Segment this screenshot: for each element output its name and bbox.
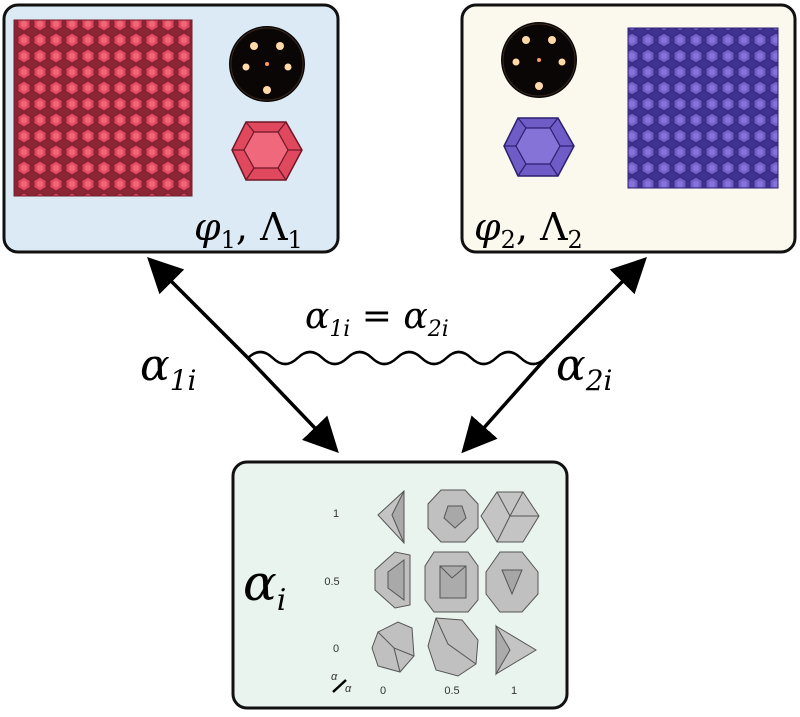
shape-cube [480, 491, 540, 543]
red-crystal-render [13, 19, 193, 197]
right-panel-label: φ2, Λ2 [474, 205, 583, 254]
shape-tetrahedron [377, 489, 405, 545]
arrow-to-bottom-from-left [246, 356, 339, 454]
right-diffraction-pattern [501, 22, 577, 98]
wavy-constraint-line [247, 350, 547, 366]
arrow-to-bottom-from-right [461, 356, 548, 454]
bottom-panel: αi 1 0.5 0 0 0.5 1 α α [231, 460, 569, 710]
shape-cuboctahedron [424, 551, 479, 613]
shape-truncated-octahedron-mid [485, 551, 539, 613]
arrow-to-right-panel [544, 257, 647, 360]
left-arrow-label: α1i [140, 340, 197, 397]
svg-text:α: α [331, 671, 338, 683]
red-polyhedron [231, 121, 303, 181]
axis-corner-label: α α [331, 671, 352, 695]
left-panel-label: φ1, Λ1 [194, 205, 303, 254]
shape-truncated-octahedron-top [427, 489, 479, 543]
y-tick-label: 0 [333, 643, 339, 655]
y-tick-label: 0.5 [324, 576, 339, 588]
shape-octahedron [495, 624, 537, 676]
y-tick-label: 1 [333, 508, 339, 520]
arrows [147, 257, 647, 454]
x-tick-label: 1 [511, 685, 517, 697]
right-arrow-label: α2i [556, 340, 613, 397]
blue-crystal-render [627, 27, 779, 189]
svg-text:α: α [345, 683, 352, 695]
y-axis-ticks: 1 0.5 0 [324, 508, 339, 655]
left-diffraction-pattern [229, 26, 305, 102]
bottom-panel-label: αi [243, 554, 286, 618]
blue-polyhedron [503, 117, 575, 177]
x-tick-label: 0 [380, 685, 386, 697]
shape-octahedron-truncated [371, 621, 415, 673]
shape-truncated-octahedron-low [427, 617, 479, 677]
shape-truncated-tetrahedron [374, 551, 411, 609]
constraint-label: α1i = α2i [305, 296, 449, 342]
right-panel: φ2, Λ2 [460, 3, 797, 254]
x-axis-ticks: 0 0.5 1 [380, 685, 517, 697]
arrow-to-left-panel [147, 257, 250, 360]
x-tick-label: 0.5 [444, 685, 459, 697]
left-panel: φ1, Λ1 [2, 3, 340, 254]
